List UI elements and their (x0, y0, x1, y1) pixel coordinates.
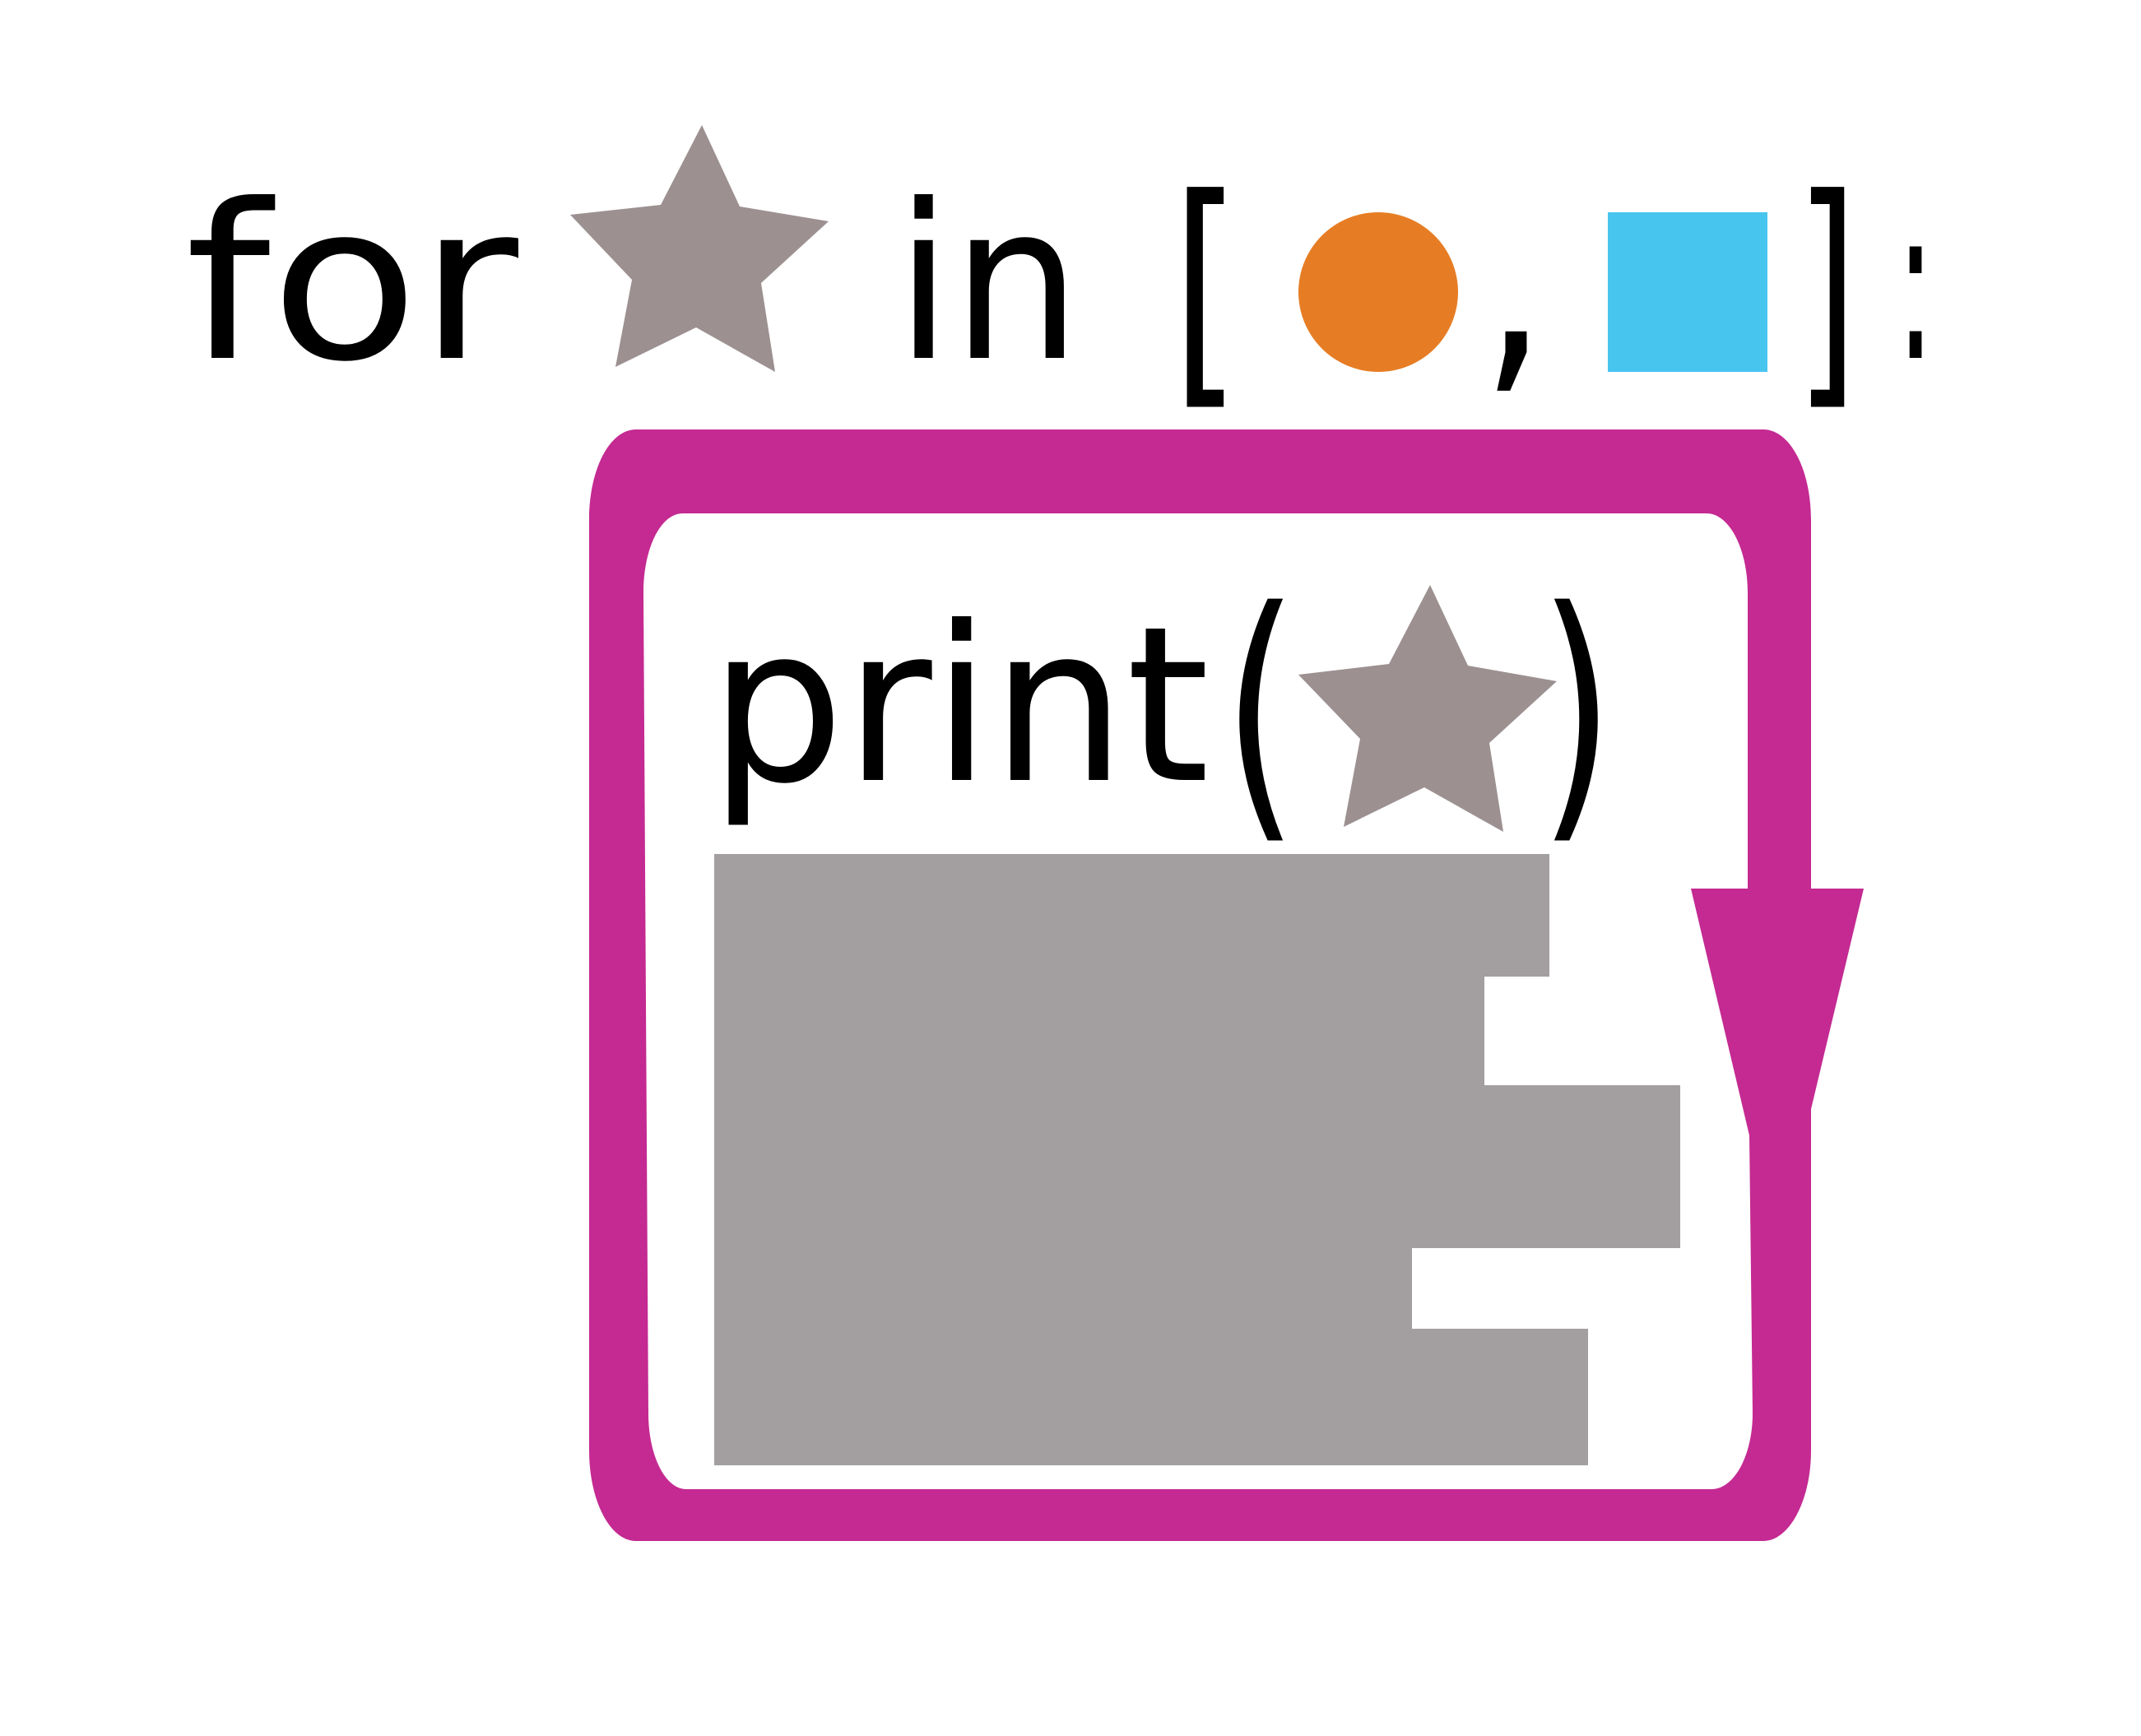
keyword-in: in (895, 158, 1081, 409)
list-item-square-icon (1608, 212, 1767, 372)
list-bracket-close: ] (1795, 146, 1858, 433)
print-output-area (714, 854, 1680, 1465)
header-colon: : (1896, 158, 1935, 409)
loop-body-statement: print ( ) (709, 553, 1614, 869)
print-argument-star-icon (1298, 585, 1557, 832)
function-print: print (709, 580, 1210, 831)
list-bracket-open: [ (1172, 146, 1241, 433)
for-loop-header: for in [ , ] : (185, 125, 1935, 433)
keyword-for: for (185, 158, 521, 409)
print-paren-close: ) (1539, 553, 1614, 869)
loop-variable-star-icon (570, 125, 829, 372)
list-item-circle-icon (1298, 212, 1458, 372)
print-paren-open: ( (1223, 553, 1298, 869)
list-comma: , (1481, 133, 1547, 420)
